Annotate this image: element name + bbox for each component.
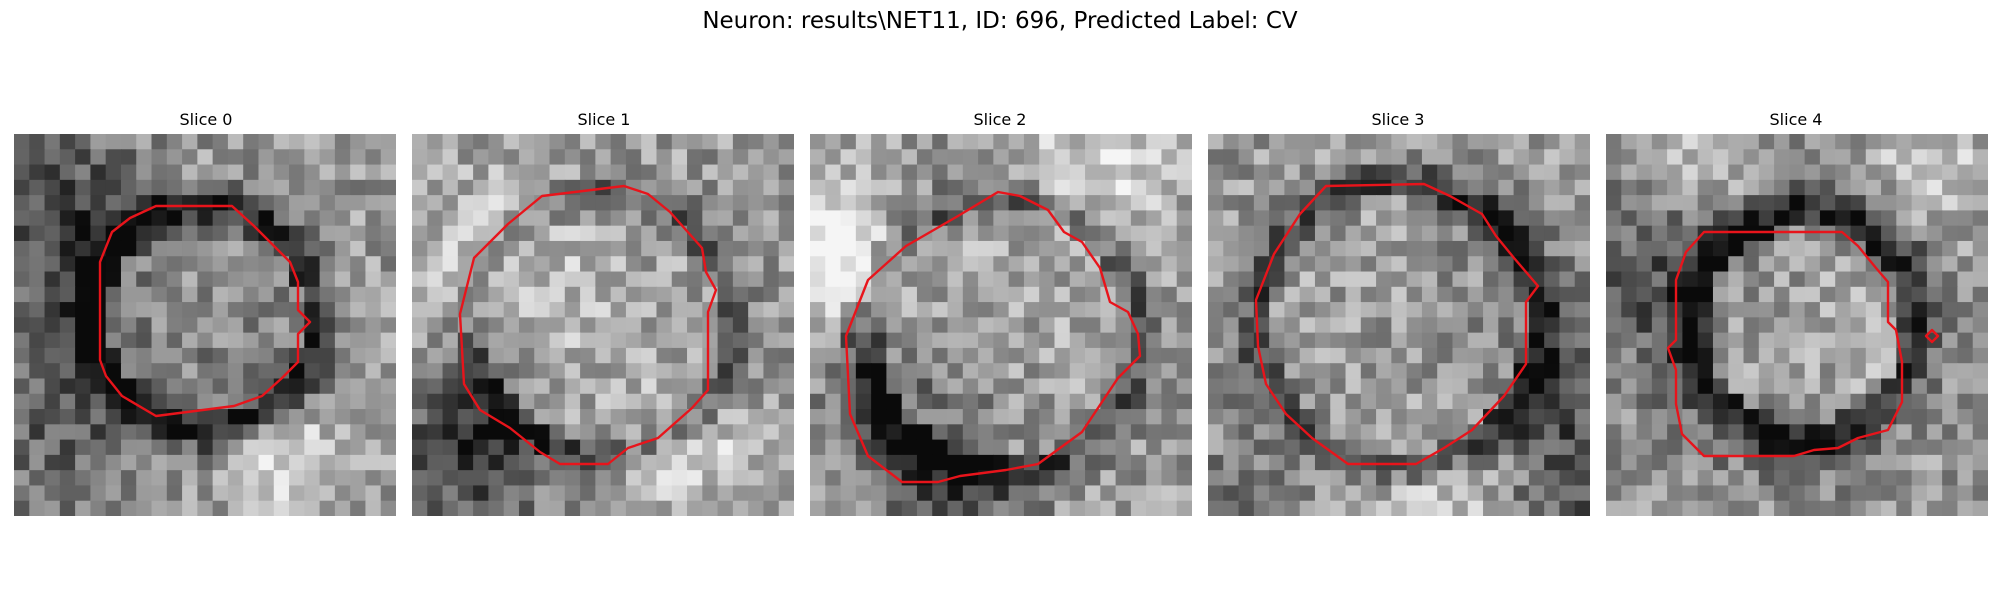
figure-title: Neuron: results\NET11, ID: 696, Predicte…	[702, 8, 1298, 34]
slice-4-panel	[1606, 134, 1988, 516]
slice-1-image	[412, 134, 794, 516]
slice-2-title: Slice 2	[973, 110, 1027, 129]
slice-1-title: Slice 1	[577, 110, 631, 129]
slice-3-image	[1208, 134, 1590, 516]
slice-3-panel	[1208, 134, 1590, 516]
slice-0-title: Slice 0	[179, 110, 233, 129]
slice-4-image	[1606, 134, 1988, 516]
slice-4-contour-fragment	[1924, 328, 1940, 344]
slice-3-title: Slice 3	[1371, 110, 1425, 129]
slice-4-contour	[1666, 230, 1904, 458]
slice-2-image	[810, 134, 1192, 516]
slice-0-contour	[98, 204, 312, 418]
slice-2-contour	[844, 190, 1142, 484]
slice-1-panel	[412, 134, 794, 516]
slice-2-panel	[810, 134, 1192, 516]
slice-4-title: Slice 4	[1769, 110, 1823, 129]
slice-0-panel	[14, 134, 396, 516]
slice-3-contour	[1254, 182, 1540, 466]
slice-1-contour	[458, 184, 718, 466]
slice-0-image	[14, 134, 396, 516]
